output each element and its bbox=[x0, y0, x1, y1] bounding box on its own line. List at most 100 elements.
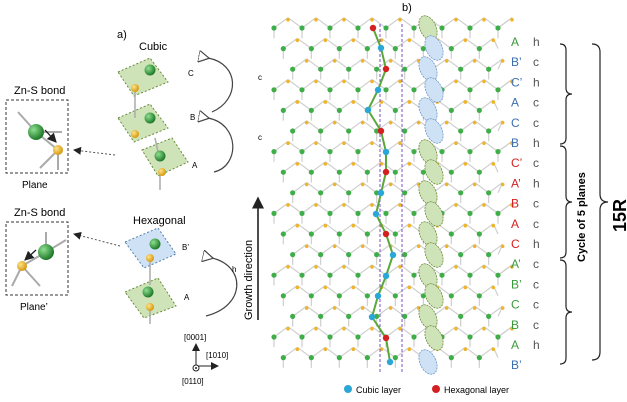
s-atom bbox=[454, 141, 458, 146]
zn-atom bbox=[271, 210, 277, 216]
s-atom bbox=[416, 120, 421, 125]
s-atom bbox=[454, 203, 458, 207]
s-atom bbox=[286, 203, 290, 207]
s-atom bbox=[295, 38, 300, 43]
s-atom bbox=[454, 79, 458, 84]
zn-atom bbox=[467, 334, 473, 340]
s-atom bbox=[314, 79, 318, 84]
zn-atom bbox=[290, 128, 296, 134]
s-atom bbox=[295, 162, 300, 166]
bond-title-bottom: Zn-S bond bbox=[14, 207, 65, 219]
stack-letter: B bbox=[511, 136, 519, 150]
s-atom bbox=[370, 79, 374, 84]
zn-atom bbox=[495, 210, 501, 216]
s-atom bbox=[482, 326, 486, 331]
s-atom bbox=[463, 38, 468, 43]
site-label-bprime: B’ bbox=[182, 243, 189, 252]
s-atom bbox=[314, 203, 318, 207]
s-atom bbox=[286, 141, 290, 146]
stack-letter: A bbox=[511, 96, 519, 110]
zn-atom bbox=[392, 355, 398, 361]
zn-atom bbox=[355, 87, 361, 93]
s-atom bbox=[407, 162, 412, 166]
zn-atom bbox=[308, 355, 314, 361]
zn-atom bbox=[290, 313, 296, 319]
s-atom bbox=[510, 203, 514, 207]
plane-ellipse bbox=[424, 118, 444, 144]
zn-atom bbox=[299, 334, 305, 340]
zn-atom bbox=[318, 313, 324, 319]
zn-atom bbox=[327, 149, 333, 155]
zn-atom bbox=[476, 231, 482, 237]
s-atom bbox=[370, 326, 374, 331]
s-atom bbox=[510, 79, 514, 84]
zn-atom bbox=[467, 87, 473, 93]
cycle-label: Cycle of 5 planes bbox=[576, 172, 588, 262]
arc-label-c2: c bbox=[258, 133, 262, 142]
plane-ellipse bbox=[424, 283, 444, 309]
zn-atom bbox=[467, 149, 473, 155]
panel-a: a) Cubic C B A c c Zn-S bond bbox=[5, 29, 262, 386]
zn-atom bbox=[280, 293, 286, 299]
s-atom bbox=[454, 17, 458, 22]
hex-plane-bprime bbox=[124, 227, 177, 269]
zn-atom bbox=[383, 25, 389, 31]
site-label-c: C bbox=[188, 69, 194, 78]
s-atom bbox=[491, 347, 496, 352]
pointer-bottom bbox=[73, 231, 121, 247]
zn-atom bbox=[402, 190, 408, 196]
legend: Cubic layer Hexagonal layer bbox=[344, 385, 509, 395]
zn-atom bbox=[448, 231, 454, 237]
polytype-label: 15R bbox=[610, 199, 627, 232]
s-atom bbox=[304, 59, 309, 63]
zn-atom bbox=[439, 149, 445, 155]
axes-indicator bbox=[192, 343, 219, 372]
stack-type: c bbox=[533, 55, 539, 69]
axis-up-label: [0001] bbox=[184, 333, 206, 342]
stack-letter: A bbox=[511, 217, 519, 231]
s-atom bbox=[472, 59, 477, 63]
zn-atom bbox=[318, 128, 324, 134]
zn-atom bbox=[476, 169, 482, 175]
cubic-plane-b bbox=[117, 103, 169, 143]
zn-atom bbox=[346, 190, 352, 196]
s-atom bbox=[510, 326, 514, 331]
zn-atom bbox=[420, 293, 426, 299]
s-atom bbox=[407, 38, 412, 43]
zn-atom bbox=[458, 252, 464, 258]
bond-box-top-atoms bbox=[17, 111, 63, 170]
bond-box-bottom-atoms bbox=[11, 232, 67, 287]
s-atom bbox=[304, 182, 309, 187]
zn-atom bbox=[402, 252, 408, 258]
s-atom bbox=[332, 306, 337, 310]
axis-out-label: [0110] bbox=[182, 377, 204, 386]
plane-bottom-label: Plane’ bbox=[20, 302, 48, 313]
hexagonal-layer-marker bbox=[382, 168, 390, 176]
zn-atom bbox=[346, 313, 352, 319]
zn-atom bbox=[458, 190, 464, 196]
panel-b-label: b) bbox=[402, 2, 412, 14]
hexagonal-layer-marker bbox=[377, 127, 385, 135]
arc-label-h: h bbox=[232, 265, 236, 274]
s-atom bbox=[295, 100, 300, 104]
s-atom bbox=[351, 162, 356, 166]
zn-atom bbox=[486, 66, 492, 72]
s-atom bbox=[370, 265, 374, 269]
s-atom bbox=[370, 17, 374, 22]
zn-atom bbox=[495, 272, 501, 278]
s-atom bbox=[370, 141, 374, 146]
s-atom bbox=[482, 141, 486, 146]
zn-atom bbox=[327, 210, 333, 216]
zn-atom bbox=[411, 272, 417, 278]
plane-top-label: Plane bbox=[22, 180, 48, 191]
zn-atom bbox=[374, 190, 380, 196]
zn-atom bbox=[280, 231, 286, 237]
s-atom bbox=[444, 306, 449, 310]
zn-atom bbox=[355, 25, 361, 31]
zn-atom bbox=[364, 169, 370, 175]
zn-atom bbox=[392, 107, 398, 113]
zn-atom bbox=[411, 25, 417, 31]
zn-atom bbox=[411, 334, 417, 340]
site-label-b: B bbox=[190, 113, 195, 122]
zn-atom bbox=[355, 334, 361, 340]
